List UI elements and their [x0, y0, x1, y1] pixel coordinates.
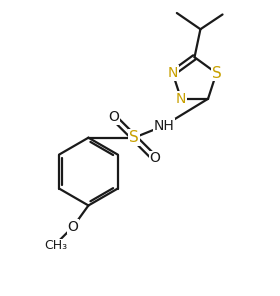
Text: CH₃: CH₃ [44, 239, 67, 252]
Text: N: N [176, 92, 186, 106]
Text: NH: NH [153, 119, 174, 133]
Text: N: N [167, 66, 178, 80]
Text: O: O [149, 151, 160, 165]
Text: O: O [68, 220, 78, 234]
Text: S: S [211, 66, 221, 81]
Text: O: O [108, 110, 119, 124]
Text: S: S [129, 130, 139, 145]
